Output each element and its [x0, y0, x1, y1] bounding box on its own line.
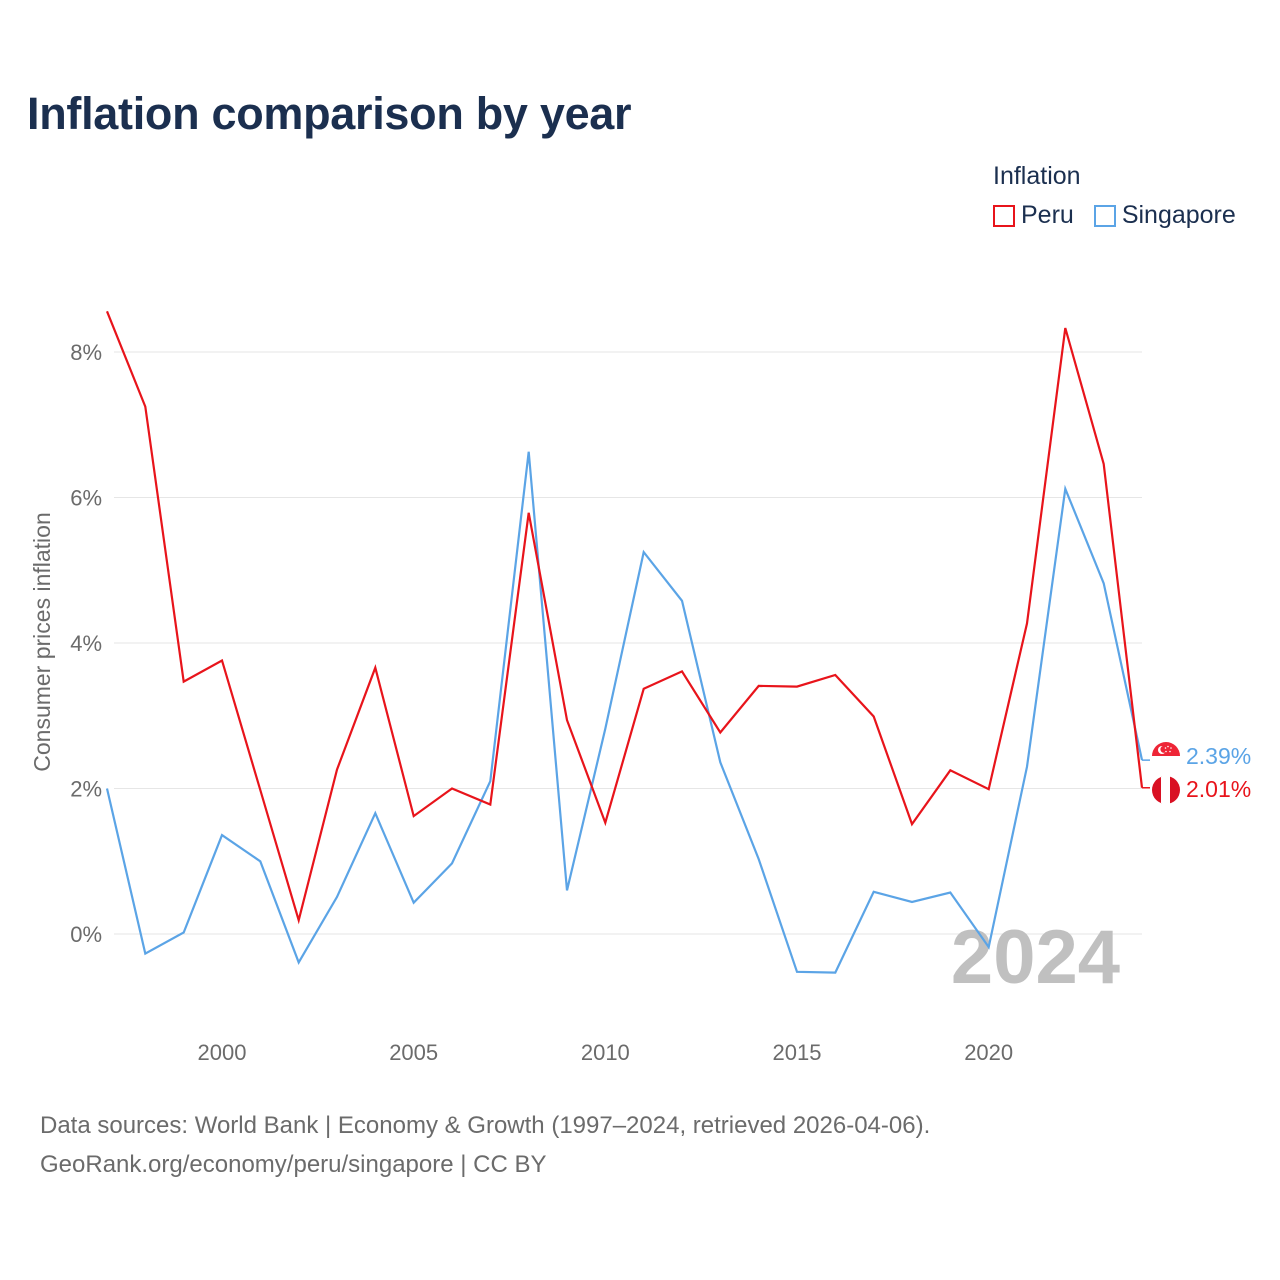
y-tick-label: 6% — [70, 486, 102, 511]
legend-label-singapore: Singapore — [1121, 201, 1236, 229]
y-axis-title: Consumer prices inflation — [29, 512, 55, 772]
chart-title: Inflation comparison by year — [27, 88, 632, 139]
singapore-flag-icon — [1152, 742, 1180, 770]
series-lines — [105, 310, 1150, 974]
y-tick-label: 2% — [70, 777, 102, 802]
y-tick-label: 4% — [70, 631, 102, 656]
series-line-singapore — [105, 451, 1144, 974]
footer: Data sources: World Bank | Economy & Gro… — [40, 1106, 930, 1184]
gridlines — [114, 351, 1142, 935]
end-labels: 2.39% 2.01% — [1152, 742, 1251, 804]
x-axis-ticks: 2000 2005 2010 2015 2020 — [198, 1040, 1014, 1065]
source-link[interactable]: GeoRank.org/economy/peru/singapore | CC … — [40, 1151, 547, 1178]
x-tick-label: 2020 — [964, 1040, 1013, 1065]
x-tick-label: 2000 — [198, 1040, 247, 1065]
x-tick-label: 2005 — [389, 1040, 438, 1065]
legend-item-singapore[interactable]: Singapore — [1093, 201, 1236, 230]
y-tick-label: 8% — [70, 340, 102, 365]
peru-flag-icon — [1152, 776, 1180, 804]
legend-label-peru: Peru — [1021, 201, 1074, 229]
data-source-text: Data sources: World Bank | Economy & Gro… — [40, 1112, 931, 1139]
singapore-end-label: 2.39% — [1186, 743, 1251, 769]
legend-swatch-singapore — [1093, 204, 1116, 227]
x-tick-label: 2015 — [773, 1040, 822, 1065]
legend-title: Inflation — [993, 162, 1081, 190]
y-tick-label: 0% — [70, 922, 102, 947]
peru-end-label: 2.01% — [1186, 776, 1251, 802]
y-axis-ticks: 0% 2% 4% 6% 8% — [70, 340, 102, 947]
legend: Inflation Peru Singapore — [993, 162, 1236, 230]
legend-item-peru[interactable]: Peru — [993, 201, 1074, 230]
year-watermark: 2024 — [951, 915, 1120, 1000]
x-tick-label: 2010 — [581, 1040, 630, 1065]
series-line-peru — [105, 310, 1144, 925]
legend-swatch-peru — [993, 204, 1015, 227]
